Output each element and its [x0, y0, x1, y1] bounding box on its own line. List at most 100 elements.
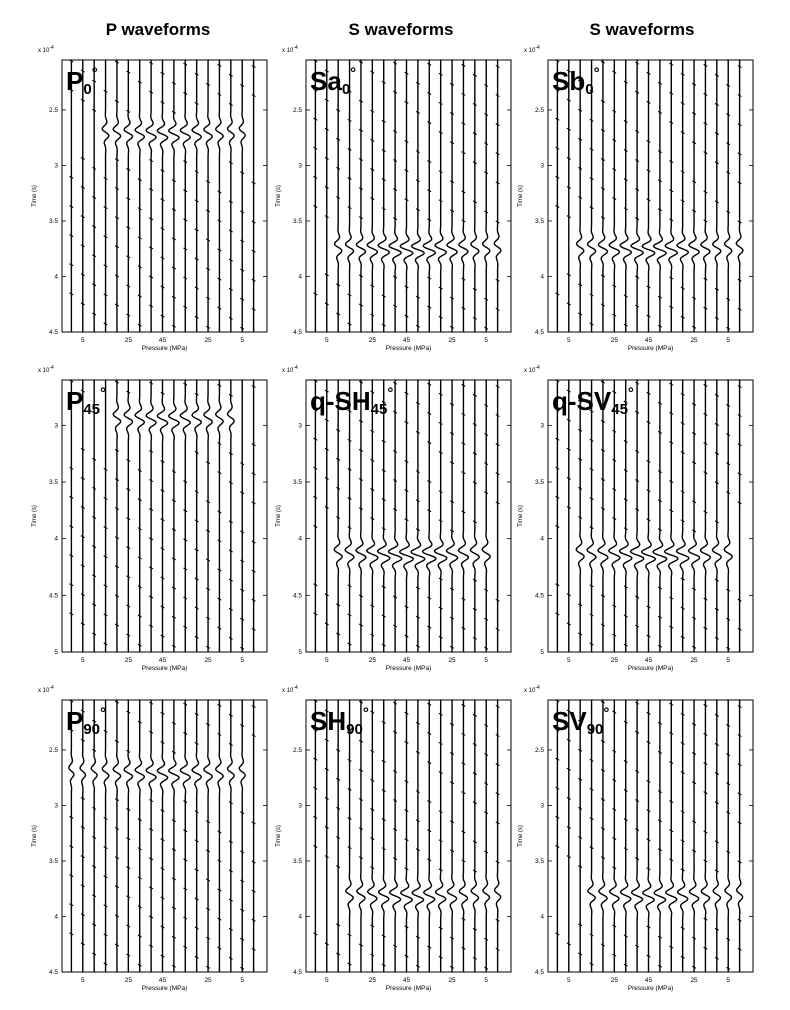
noise-mark [691, 209, 697, 213]
noise-mark [149, 886, 154, 890]
noise-mark [726, 850, 731, 854]
noise-mark [472, 132, 477, 136]
x-axis-label: Pressure (MPa) [142, 345, 188, 352]
x-axis-label: Pressure (MPa) [386, 345, 432, 352]
noise-mark [160, 518, 165, 522]
noise-mark [461, 122, 466, 126]
noise-mark [646, 71, 651, 75]
noise-mark [589, 409, 594, 413]
noise-mark [217, 859, 222, 863]
noise-mark [703, 122, 708, 126]
noise-mark [578, 603, 583, 607]
noise-mark [103, 322, 108, 326]
noise-mark [415, 470, 420, 474]
x-tick-label: 25 [204, 337, 212, 344]
noise-mark [703, 703, 708, 707]
noise-mark [103, 497, 108, 500]
noise-mark [427, 411, 432, 415]
noise-mark [194, 839, 199, 843]
noise-mark [370, 778, 375, 782]
noise-mark [691, 112, 697, 115]
x-axis-label: Pressure (MPa) [628, 345, 674, 352]
waveform-trace [700, 59, 711, 332]
noise-mark [393, 188, 398, 192]
noise-mark [381, 178, 386, 182]
noise-mark [404, 518, 409, 522]
noise-mark [555, 437, 560, 441]
panel-label: SV90° [552, 705, 609, 738]
noise-mark [69, 175, 74, 179]
noise-mark [205, 645, 211, 649]
noise-mark [612, 710, 617, 714]
noise-mark [228, 161, 233, 165]
noise-mark [472, 481, 477, 485]
noise-mark [495, 947, 500, 951]
noise-mark [438, 72, 443, 76]
noise-mark [103, 235, 108, 239]
noise-mark [80, 69, 85, 73]
noise-mark [80, 447, 85, 451]
noise-mark [578, 137, 583, 141]
waveform-trace [79, 699, 87, 972]
waveform-trace [134, 379, 146, 652]
noise-mark [449, 616, 455, 620]
noise-mark [484, 588, 489, 592]
noise-mark [251, 501, 256, 505]
noise-mark [171, 750, 176, 754]
noise-mark [623, 80, 628, 84]
noise-mark [194, 577, 199, 581]
noise-mark [240, 850, 245, 854]
noise-mark [623, 934, 628, 938]
noise-mark [137, 818, 142, 822]
noise-mark [589, 147, 594, 151]
noise-mark [657, 430, 662, 434]
noise-mark [149, 275, 154, 279]
noise-mark [80, 738, 85, 742]
noise-mark [393, 381, 398, 385]
noise-mark [114, 448, 120, 452]
noise-mark [126, 70, 131, 74]
noise-mark [69, 932, 74, 936]
noise-mark [393, 90, 398, 94]
noise-mark [427, 829, 432, 833]
noise-mark [691, 722, 697, 726]
noise-mark [657, 81, 662, 85]
noise-mark [103, 293, 108, 297]
noise-mark [347, 584, 352, 588]
noise-mark [92, 516, 97, 520]
noise-mark [714, 607, 719, 611]
noise-mark [680, 286, 685, 290]
noise-mark [358, 303, 364, 307]
noise-mark [703, 859, 708, 863]
noise-mark [92, 574, 97, 578]
noise-mark [449, 432, 455, 435]
noise-mark [427, 625, 432, 629]
noise-mark [578, 836, 583, 840]
noise-mark [691, 325, 697, 329]
noise-mark [415, 819, 420, 823]
noise-mark [669, 120, 674, 124]
noise-mark [183, 916, 188, 920]
noise-mark [393, 508, 398, 512]
y-tick-label: 2.5 [293, 107, 302, 114]
y-scale-label: x 10-4 [282, 45, 298, 54]
noise-mark [171, 528, 176, 532]
y-tick-label: 5 [298, 649, 302, 656]
noise-mark [114, 245, 120, 249]
y-tick-label: 3 [54, 422, 58, 429]
panel-label: q-SH45° [310, 385, 393, 418]
noise-mark [324, 447, 329, 451]
noise-mark [703, 63, 708, 67]
waveform-trace [168, 59, 180, 332]
noise-mark [657, 750, 662, 754]
noise-mark [612, 953, 617, 957]
noise-mark [669, 829, 674, 833]
noise-mark [69, 379, 74, 383]
noise-mark [358, 594, 364, 598]
noise-mark [228, 229, 233, 233]
noise-mark [205, 296, 211, 300]
noise-mark [669, 596, 674, 600]
noise-mark [183, 731, 188, 735]
noise-mark [726, 142, 731, 146]
noise-mark [149, 449, 154, 453]
